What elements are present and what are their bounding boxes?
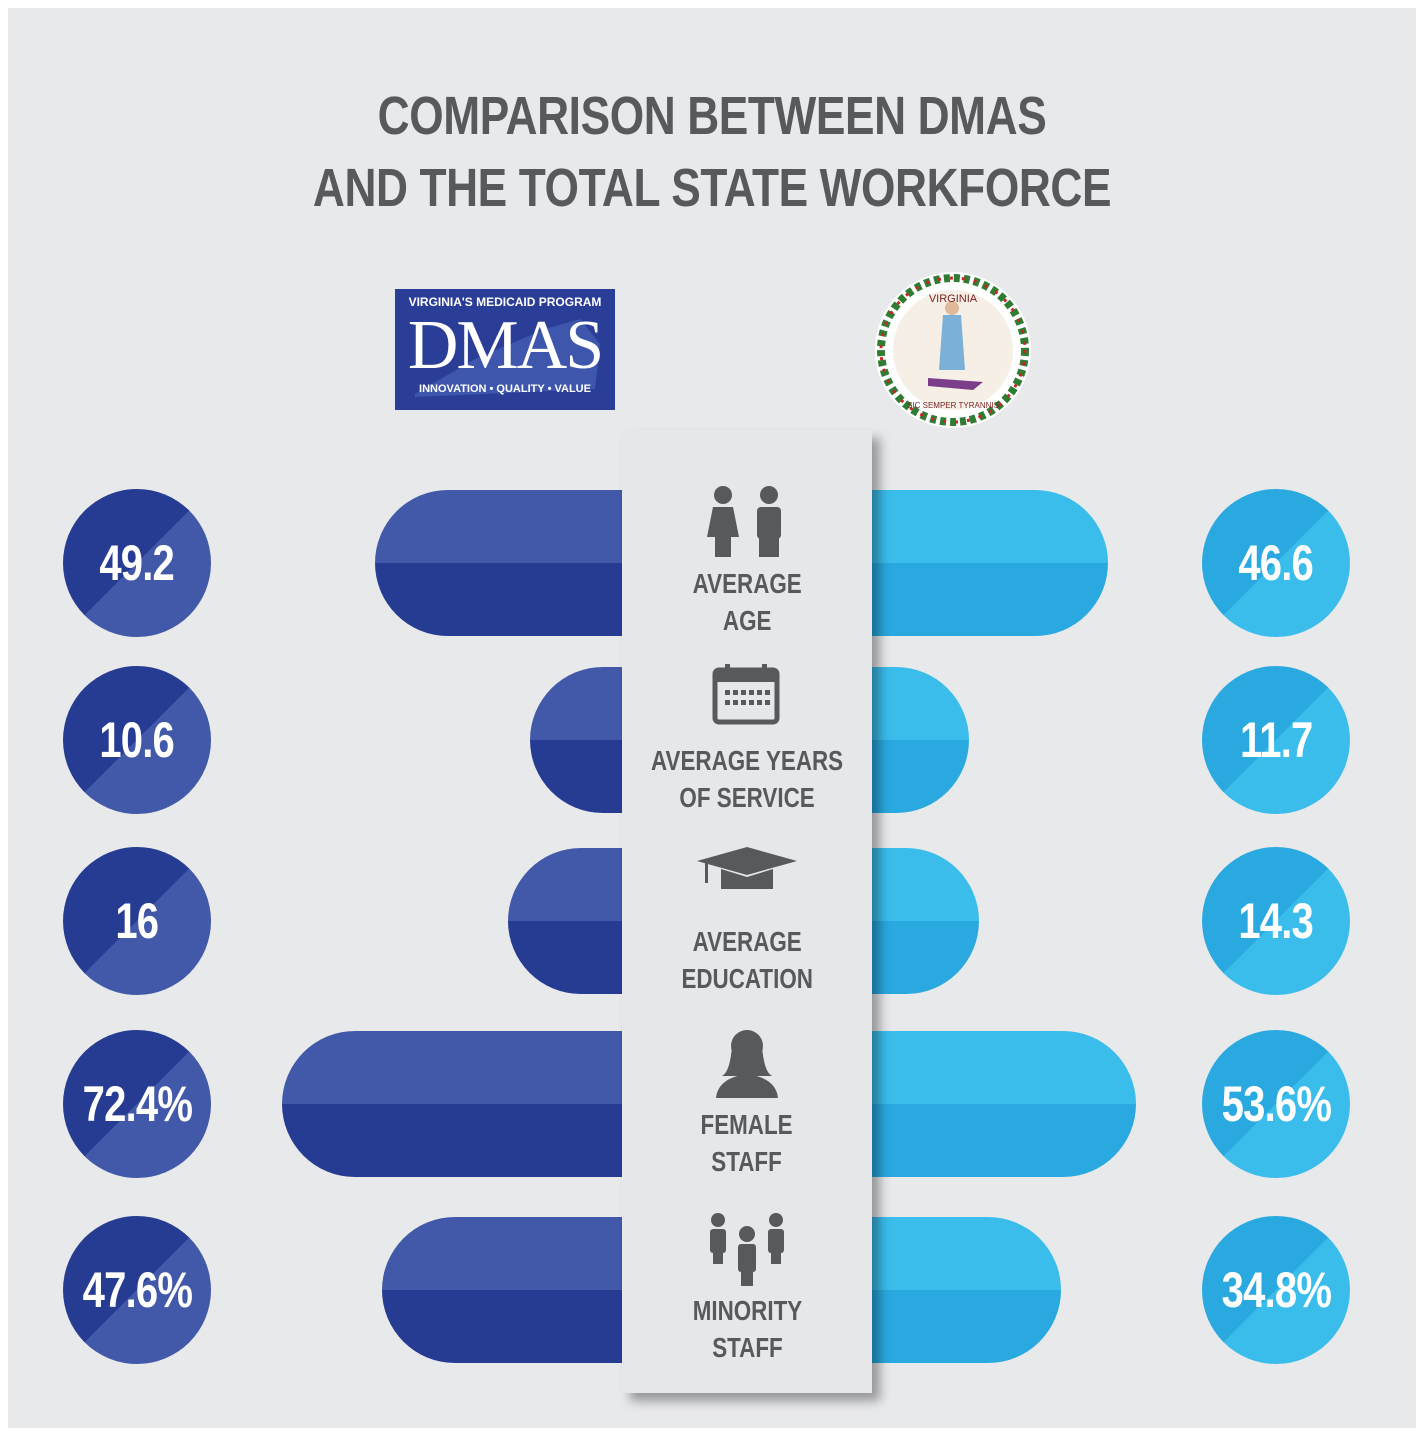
value-circle: 47.6%: [63, 1216, 211, 1364]
value-circle: 46.6: [1202, 489, 1350, 637]
seal-bottom: SIC SEMPER TYRANNIS: [907, 401, 999, 410]
seal-top: VIRGINIA: [929, 293, 978, 305]
value-circle: 16: [63, 847, 211, 995]
value-circle: 11.7: [1202, 666, 1350, 814]
category-icon: [707, 486, 781, 557]
category-text: FEMALE STAFF: [700, 1109, 794, 1177]
logo-map: [415, 319, 600, 397]
logo-bottom: INNOVATION • QUALITY • VALUE: [419, 383, 591, 395]
category-icon: [710, 1213, 784, 1286]
value-label: 53.6%: [1221, 1076, 1331, 1132]
category-icon: [697, 847, 797, 889]
logo-top: VIRGINIA'S MEDICAID PROGRAM: [408, 295, 602, 309]
category-icon: [716, 1030, 778, 1098]
title: COMPARISON BETWEEN DMAS AND THE TOTAL ST…: [312, 86, 1112, 218]
category-text: AVERAGE YEARS OF SERVICE: [650, 745, 844, 813]
infographic: COMPARISON BETWEEN DMAS AND THE TOTAL ST…: [8, 8, 1416, 1428]
category-icon: [712, 664, 780, 725]
category-label: AVERAGE AGE: [622, 565, 872, 639]
category-text: AVERAGE EDUCATION: [681, 926, 813, 994]
value-circle: 53.6%: [1202, 1030, 1350, 1178]
value-circle: 10.6: [63, 666, 211, 814]
seal: VIRGINIA SIC SEMPER TYRANNIS: [875, 272, 1031, 428]
value-label: 16: [115, 893, 160, 949]
category-label: AVERAGE YEARS OF SERVICE: [622, 742, 872, 816]
value-label: 46.6: [1238, 535, 1314, 591]
value-circle: 49.2: [63, 489, 211, 637]
category-label: MINORITY STAFF: [622, 1292, 872, 1366]
category-label: AVERAGE EDUCATION: [622, 923, 872, 997]
category-label: FEMALE STAFF: [622, 1106, 872, 1180]
dmas-logo: VIRGINIA'S MEDICAID PROGRAM DMAS INNOVAT…: [395, 289, 615, 410]
value-label: 34.8%: [1221, 1262, 1331, 1318]
value-circle: 14.3: [1202, 847, 1350, 995]
value-circle: 72.4%: [63, 1030, 211, 1178]
value-label: 47.6%: [82, 1262, 192, 1318]
value-label: 72.4%: [82, 1076, 192, 1132]
value-label: 49.2: [99, 535, 175, 591]
logo-name: DMAS: [407, 307, 604, 384]
value-label: 11.7: [1239, 712, 1313, 768]
value-label: 14.3: [1238, 893, 1314, 949]
category-text: MINORITY STAFF: [692, 1295, 802, 1363]
category-text: AVERAGE AGE: [692, 568, 802, 636]
value-circle: 34.8%: [1202, 1216, 1350, 1364]
value-label: 10.6: [99, 712, 175, 768]
